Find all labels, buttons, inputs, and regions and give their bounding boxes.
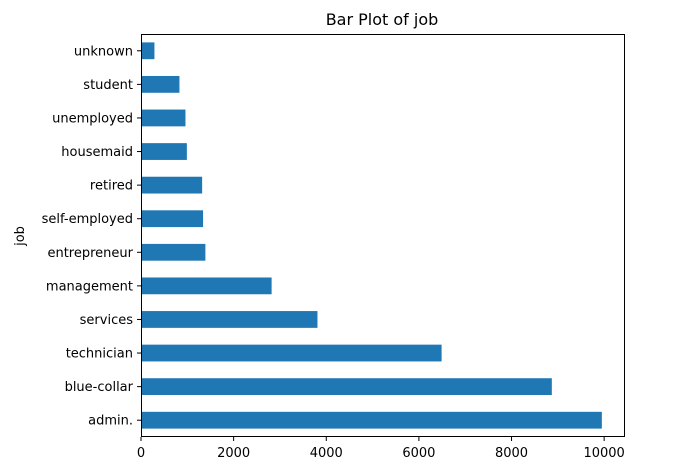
bar-self-employed — [141, 210, 204, 228]
y-tick-label: services — [80, 313, 134, 328]
y-tick-label: management — [46, 279, 133, 294]
y-tick-label: retired — [90, 179, 133, 194]
bar-management — [141, 277, 272, 295]
chart-title: Bar Plot of job — [326, 10, 439, 29]
bar-technician — [141, 344, 442, 362]
x-tick-label: 0 — [137, 446, 145, 461]
y-tick-label: housemaid — [61, 145, 133, 160]
ticks-layer: admin. blue-collar technician services manag… — [42, 44, 625, 461]
y-tick-label: blue-collar — [65, 380, 134, 395]
bar-housemaid — [141, 143, 187, 160]
bar-services — [141, 311, 318, 328]
plot-frame — [141, 34, 625, 437]
y-tick-label: unknown — [74, 44, 133, 59]
y-tick-label: unemployed — [52, 111, 133, 126]
x-tick-label: 2000 — [217, 446, 250, 461]
x-tick-label: 8000 — [495, 446, 528, 461]
x-tick-label: 4000 — [310, 446, 343, 461]
y-axis-label: job — [13, 226, 28, 247]
x-tick-label: 10000 — [583, 446, 624, 461]
bar-student — [141, 75, 180, 93]
x-tick-label: 6000 — [402, 446, 435, 461]
bar-blue-collar — [141, 378, 552, 396]
bar-entrepreneur — [141, 243, 206, 261]
y-tick-label: self-employed — [42, 212, 133, 227]
bar-unknown — [141, 42, 155, 60]
bars-layer — [141, 42, 602, 429]
bar-retired — [141, 176, 203, 194]
y-tick-label: technician — [66, 347, 133, 362]
y-tick-label: student — [83, 78, 133, 93]
y-tick-label: entrepreneur — [47, 246, 133, 261]
bar-admin — [141, 411, 602, 429]
bar-unemployed — [141, 109, 186, 127]
y-tick-label: admin. — [88, 414, 133, 429]
